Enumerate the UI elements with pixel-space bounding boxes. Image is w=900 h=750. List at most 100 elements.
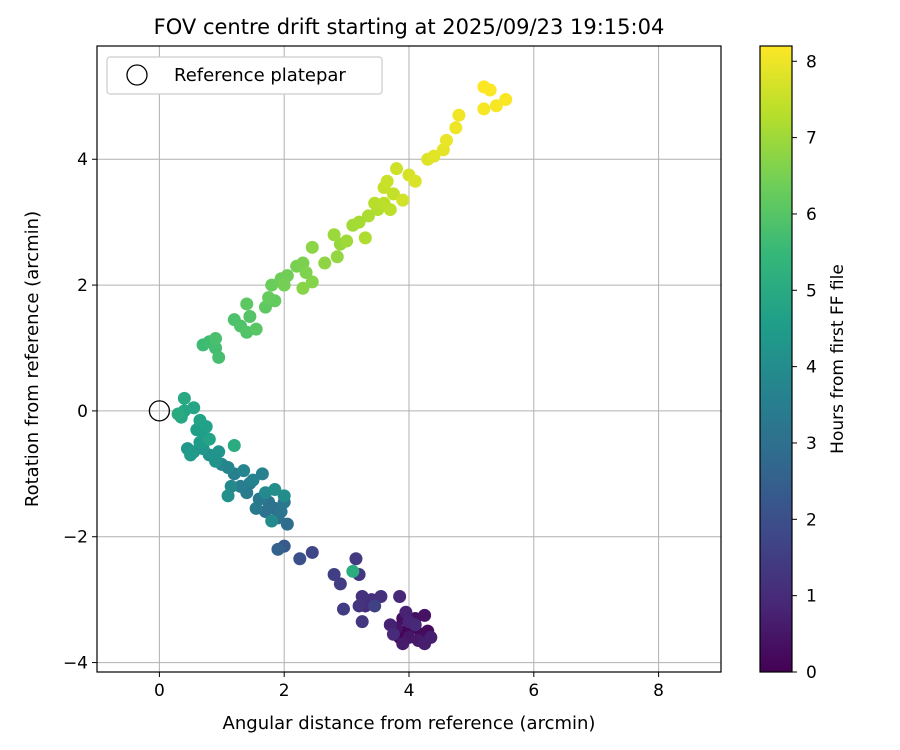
data-point	[333, 577, 347, 591]
data-point	[346, 564, 360, 578]
data-point	[212, 350, 226, 364]
colorbar-tick-label: 0	[806, 663, 817, 683]
data-point	[489, 99, 503, 113]
data-point	[305, 240, 319, 254]
data-point	[177, 391, 191, 405]
data-point	[249, 322, 263, 336]
data-point	[209, 332, 223, 346]
data-point	[193, 413, 207, 427]
colorbar-tick-label: 8	[806, 52, 817, 72]
y-tick-label: 0	[77, 402, 88, 422]
data-point	[396, 193, 410, 207]
data-point	[386, 187, 400, 201]
data-point	[393, 590, 407, 604]
y-tick-label: 4	[77, 150, 88, 170]
legend-entry-reference-platepar: Reference platepar	[174, 65, 346, 86]
data-point	[296, 281, 310, 295]
data-point	[330, 250, 344, 264]
data-point	[349, 552, 363, 566]
x-tick-label: 0	[154, 681, 165, 701]
data-point	[277, 489, 291, 503]
y-axis-ticks: −4 −2 0 2 4	[63, 150, 97, 674]
data-point	[255, 467, 269, 481]
data-point	[305, 275, 319, 289]
data-point	[408, 618, 422, 632]
data-point	[340, 234, 354, 248]
data-point	[277, 278, 291, 292]
data-point	[380, 174, 394, 188]
chart-title: FOV centre drift starting at 2025/09/23 …	[154, 15, 665, 39]
data-point	[318, 256, 332, 270]
data-point	[249, 501, 263, 515]
x-tick-label: 8	[653, 681, 664, 701]
data-point	[352, 599, 366, 613]
data-point	[265, 278, 279, 292]
data-point	[299, 265, 313, 279]
data-point	[327, 567, 341, 581]
data-point	[271, 542, 285, 556]
legend: Reference platepar	[106, 56, 383, 95]
scatter-points	[171, 80, 513, 651]
legend-box	[106, 56, 383, 95]
y-axis-label: Rotation from reference (arcmin)	[22, 211, 43, 507]
y-tick-label: −2	[63, 528, 88, 548]
data-point	[452, 108, 466, 122]
legend-marker	[126, 64, 148, 86]
data-point	[221, 489, 235, 503]
x-tick-label: 4	[404, 681, 415, 701]
data-point	[408, 174, 422, 188]
data-point	[280, 517, 294, 531]
data-point	[477, 80, 491, 94]
y-tick-label: −4	[63, 654, 88, 674]
data-point	[439, 133, 453, 147]
data-point	[361, 209, 375, 223]
colorbar-tick-label: 5	[806, 281, 817, 301]
data-point	[171, 407, 185, 421]
colorbar-label: Hours from first FF file	[828, 264, 848, 454]
data-point	[237, 464, 251, 478]
data-point	[396, 637, 410, 651]
data-point	[499, 92, 513, 106]
data-point	[383, 203, 397, 217]
data-point	[234, 479, 248, 493]
data-point	[265, 514, 279, 528]
data-point	[327, 228, 341, 242]
data-point	[424, 630, 438, 644]
data-point	[427, 149, 441, 163]
colorbar-tick-label: 1	[806, 587, 817, 607]
data-point	[293, 552, 307, 566]
colorbar-gradient	[759, 45, 793, 673]
x-axis-label: Angular distance from reference (arcmin)	[223, 713, 596, 734]
data-point	[227, 439, 241, 453]
colorbar-tick-label: 4	[806, 358, 817, 378]
colorbar-tick-label: 3	[806, 434, 817, 454]
data-point	[262, 291, 276, 305]
data-point	[212, 445, 226, 459]
data-point	[305, 545, 319, 559]
data-point	[477, 102, 491, 116]
data-point	[246, 473, 260, 487]
data-point	[374, 590, 388, 604]
colorbar-tick-label: 7	[806, 129, 817, 149]
colorbar-tick-label: 6	[806, 205, 817, 225]
data-point	[240, 297, 254, 311]
colorbar: 0 1 2 3 4 5 6 7 8 Hours from first FF file	[759, 45, 848, 683]
data-point	[184, 448, 198, 462]
data-point	[449, 121, 463, 135]
data-point	[352, 215, 366, 229]
colorbar-tick-label: 2	[806, 510, 817, 530]
data-point	[368, 599, 382, 613]
data-point	[202, 432, 216, 446]
data-point	[336, 602, 350, 616]
grid-lines	[97, 46, 721, 672]
x-tick-label: 6	[528, 681, 539, 701]
data-point	[243, 310, 257, 324]
reference-platepar-point	[148, 400, 171, 422]
data-point	[355, 615, 369, 629]
x-tick-label: 2	[279, 681, 290, 701]
y-tick-label: 2	[77, 276, 88, 296]
colorbar-ticks: 0 1 2 3 4 5 6 7 8	[792, 52, 817, 683]
data-point	[386, 627, 400, 641]
data-point	[268, 483, 282, 497]
